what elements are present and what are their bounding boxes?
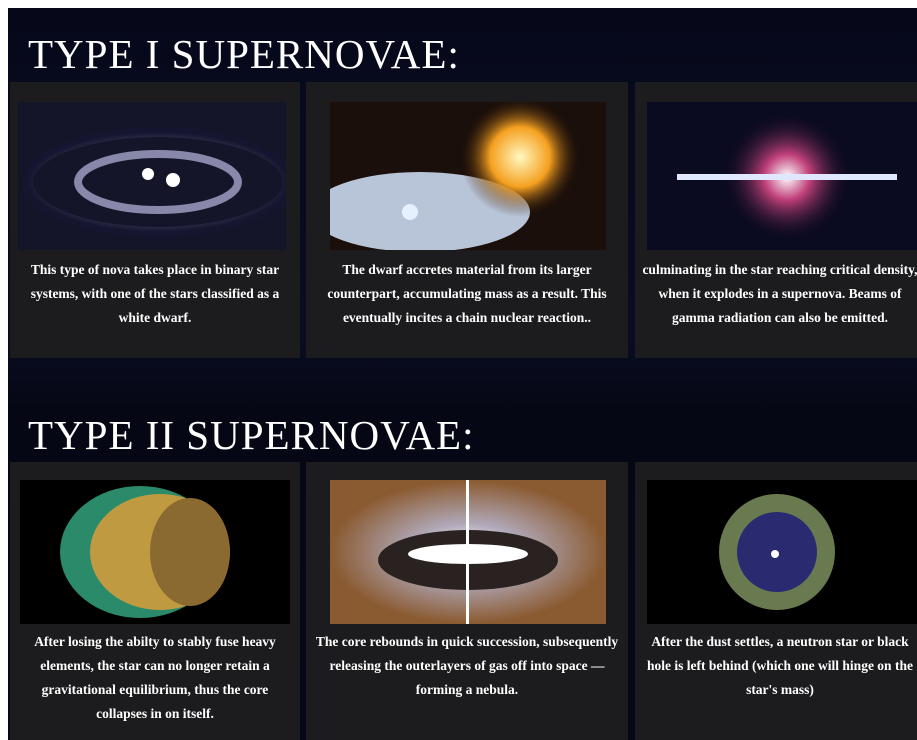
card: After losing the abilty to stably fuse h… [10, 462, 300, 740]
infographic: TYPE I SUPERNOVAE: This type of nova tak… [8, 8, 917, 740]
card: After the dust settles, a neutron star o… [635, 462, 917, 740]
accretion-image [330, 102, 606, 250]
explosion-image [647, 102, 917, 250]
card-text: The dwarf accretes material from its lar… [312, 258, 622, 330]
card-text: After the dust settles, a neutron star o… [641, 630, 917, 702]
card: The core rebounds in quick succession, s… [306, 462, 628, 740]
card: The dwarf accretes material from its lar… [306, 82, 628, 358]
remnant-image [647, 480, 917, 624]
section-title: TYPE II SUPERNOVAE: [28, 411, 475, 459]
section-title: TYPE I SUPERNOVAE: [28, 30, 460, 78]
card: This type of nova takes place in binary … [10, 82, 300, 358]
card-text: culminating in the star reaching critica… [641, 258, 917, 330]
card-text: After losing the abilty to stably fuse h… [16, 630, 294, 726]
card-text: The core rebounds in quick succession, s… [312, 630, 622, 702]
binary-image [18, 102, 286, 250]
card-text: This type of nova takes place in binary … [16, 258, 294, 330]
nebula-image [330, 480, 606, 624]
core-image [20, 480, 290, 624]
card: culminating in the star reaching critica… [635, 82, 917, 358]
